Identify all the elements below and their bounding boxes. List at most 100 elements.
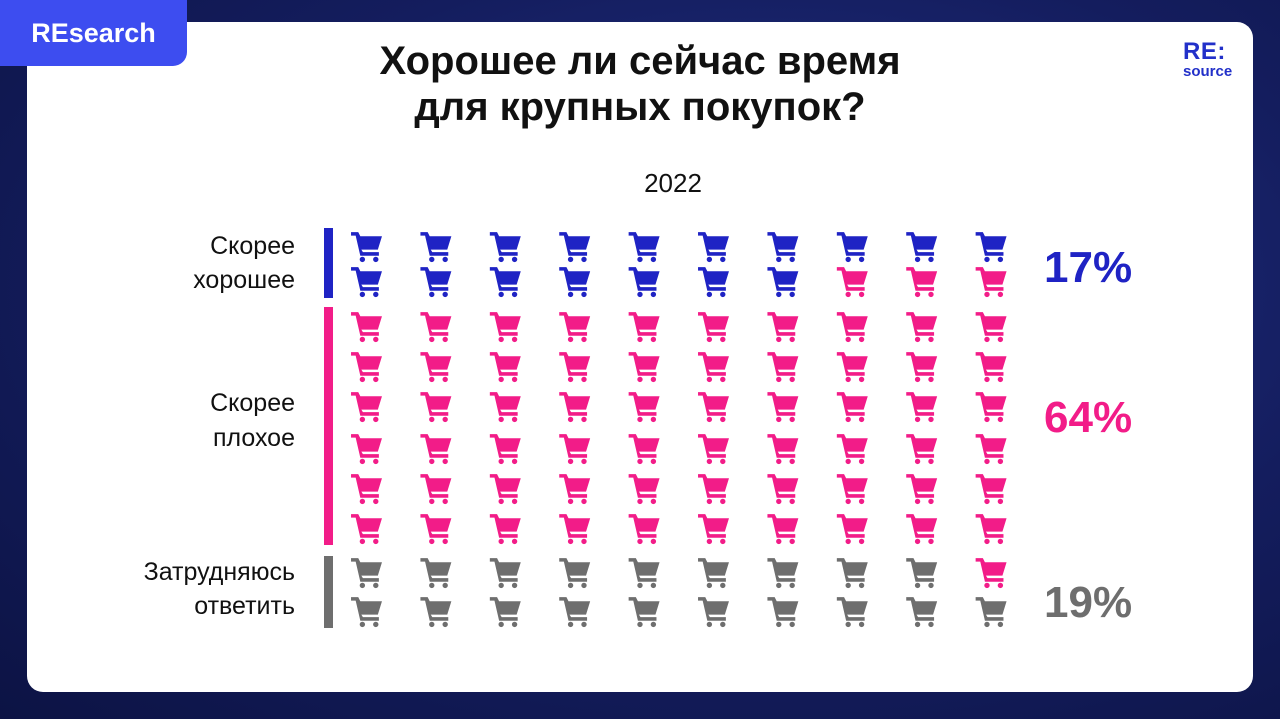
cart-icon-r1-c3 bbox=[489, 232, 521, 263]
cart-icon-r8-c8 bbox=[836, 514, 868, 545]
cart-icon-r10-c4 bbox=[559, 597, 591, 628]
cart-icon-r8-c10 bbox=[975, 514, 1007, 545]
cart-icon-r10-c9 bbox=[906, 597, 938, 628]
cart-icon-r9-c4 bbox=[559, 558, 591, 589]
chart-title: Хорошее ли сейчас время для крупных поку… bbox=[290, 38, 990, 130]
segment-value-3: 19% bbox=[1044, 578, 1132, 627]
cart-icon-r9-c6 bbox=[698, 558, 729, 589]
cart-icon-r6-c3 bbox=[489, 434, 521, 465]
cart-icon-r7-c10 bbox=[975, 474, 1007, 505]
cart-icon-r4-c5 bbox=[628, 352, 660, 383]
cart-icon-r9-c2 bbox=[420, 558, 452, 589]
cart-icon-r1-c7 bbox=[767, 232, 799, 263]
cart-icon-r8-c7 bbox=[767, 514, 799, 545]
segment-label-2-line-1: Скорее bbox=[210, 389, 295, 417]
segment-label-2-line-2: плохое bbox=[213, 424, 295, 452]
logo-line-2: source bbox=[1183, 63, 1233, 80]
cart-icon-r6-c4 bbox=[559, 434, 591, 465]
cart-icon-r1-c2 bbox=[420, 232, 452, 263]
cart-icon-r8-c6 bbox=[698, 514, 729, 545]
cart-icon-r2-c6 bbox=[698, 267, 729, 298]
cart-icon-r9-c8 bbox=[836, 558, 868, 589]
cart-icon-r7-c1 bbox=[351, 474, 382, 505]
cart-icon-r7-c6 bbox=[698, 474, 729, 505]
segment-value-2: 64% bbox=[1044, 393, 1132, 442]
cart-icon-r3-c5 bbox=[628, 312, 660, 343]
cart-icon-r6-c6 bbox=[698, 434, 729, 465]
cart-icon-r2-c4 bbox=[559, 267, 591, 298]
chart-title-line-2: для крупных покупок? bbox=[414, 85, 866, 129]
cart-icon-r10-c1 bbox=[351, 597, 382, 628]
cart-icon-r2-c1 bbox=[351, 267, 382, 298]
cart-icon-r5-c2 bbox=[420, 392, 452, 423]
cart-icon-r4-c8 bbox=[836, 352, 868, 383]
cart-icon-r5-c5 bbox=[628, 392, 660, 423]
cart-icon-r8-c1 bbox=[351, 514, 382, 545]
cart-icon-r8-c4 bbox=[559, 514, 591, 545]
cart-icon-r10-c10 bbox=[975, 597, 1007, 628]
cart-icon-r10-c3 bbox=[489, 597, 521, 628]
cart-icon-r3-c2 bbox=[420, 312, 452, 343]
segment-label-1-line-2: хорошее bbox=[193, 266, 295, 294]
cart-icon-r3-c3 bbox=[489, 312, 521, 343]
cart-icon-r5-c1 bbox=[351, 392, 382, 423]
cart-icon-r1-c9 bbox=[906, 232, 938, 263]
cart-icon-r9-c1 bbox=[351, 558, 382, 589]
segment-value-1: 17% bbox=[1044, 243, 1132, 292]
cart-icon-r10-c2 bbox=[420, 597, 452, 628]
cart-icon-r10-c5 bbox=[628, 597, 660, 628]
cart-icon-r7-c4 bbox=[559, 474, 591, 505]
cart-icon-r7-c7 bbox=[767, 474, 799, 505]
cart-icon-r9-c7 bbox=[767, 558, 799, 589]
cart-icon-r9-c3 bbox=[489, 558, 521, 589]
cart-icon-r2-c9 bbox=[906, 267, 938, 298]
cart-icon-r4-c2 bbox=[420, 352, 452, 383]
cart-icon-r7-c8 bbox=[836, 474, 868, 505]
cart-icon-r6-c9 bbox=[906, 434, 938, 465]
cart-icon-r4-c7 bbox=[767, 352, 799, 383]
cart-icon-r3-c9 bbox=[906, 312, 938, 343]
cart-icon-r6-c2 bbox=[420, 434, 452, 465]
chart-subtitle-year: 2022 bbox=[644, 168, 702, 198]
cart-icon-r5-c10 bbox=[975, 392, 1007, 423]
cart-icon-r6-c7 bbox=[767, 434, 799, 465]
cart-icon-r2-c8 bbox=[836, 267, 868, 298]
cart-icon-r8-c2 bbox=[420, 514, 452, 545]
cart-icon-r8-c5 bbox=[628, 514, 660, 545]
cart-icon-r2-c10 bbox=[975, 267, 1007, 298]
cart-icon-r4-c9 bbox=[906, 352, 938, 383]
segment-bar-3 bbox=[324, 556, 333, 628]
cart-icon-r1-c10 bbox=[975, 232, 1007, 263]
cart-icon-r8-c9 bbox=[906, 514, 938, 545]
cart-icon-r7-c9 bbox=[906, 474, 938, 505]
cart-icon-r1-c5 bbox=[628, 232, 660, 263]
cart-icon-r7-c5 bbox=[628, 474, 660, 505]
cart-icon-r5-c8 bbox=[836, 392, 868, 423]
cart-icon-r1-c1 bbox=[351, 232, 382, 263]
segment-label-3-line-1: Затрудняюсь bbox=[144, 558, 295, 586]
segment-bar-2 bbox=[324, 307, 333, 545]
cart-icon-r4-c1 bbox=[351, 352, 382, 383]
cart-icon-r2-c5 bbox=[628, 267, 660, 298]
cart-icon-r4-c6 bbox=[698, 352, 729, 383]
cart-icon-r1-c4 bbox=[559, 232, 591, 263]
cart-icon-r6-c8 bbox=[836, 434, 868, 465]
cart-icon-r8-c3 bbox=[489, 514, 521, 545]
cart-icon-r5-c3 bbox=[489, 392, 521, 423]
cart-icon-r10-c7 bbox=[767, 597, 799, 628]
cart-icon-r4-c10 bbox=[975, 352, 1007, 383]
cart-icon-r6-c1 bbox=[351, 434, 382, 465]
cart-icon-r6-c10 bbox=[975, 434, 1007, 465]
cart-icon-r10-c8 bbox=[836, 597, 868, 628]
chart-title-line-1: Хорошее ли сейчас время bbox=[379, 39, 901, 83]
cart-icon-r3-c1 bbox=[351, 312, 382, 343]
cart-icon-r2-c3 bbox=[489, 267, 521, 298]
cart-icon-r10-c6 bbox=[698, 597, 729, 628]
cart-icon-r1-c6 bbox=[698, 232, 729, 263]
cart-icon-r5-c4 bbox=[559, 392, 591, 423]
segment-label-1-line-1: Скорее bbox=[210, 232, 295, 260]
cart-icon-r4-c3 bbox=[489, 352, 521, 383]
segment-bar-1 bbox=[324, 228, 333, 298]
cart-icon-r5-c7 bbox=[767, 392, 799, 423]
